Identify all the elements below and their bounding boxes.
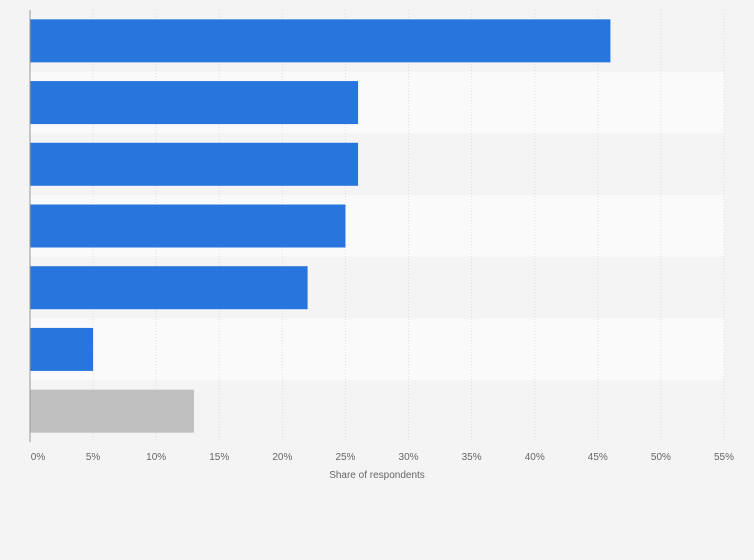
x-tick-label: 20% <box>272 452 292 463</box>
x-tick-label: 55% <box>714 452 734 463</box>
x-tick-label: 40% <box>525 452 545 463</box>
bar[interactable] <box>30 19 611 63</box>
bar[interactable] <box>30 266 308 310</box>
x-tick-label: 50% <box>651 452 671 463</box>
x-tick-label: 10% <box>146 452 166 463</box>
bar[interactable] <box>30 389 195 433</box>
x-tick-label: 25% <box>335 452 355 463</box>
x-tick-label: 30% <box>399 452 419 463</box>
bar[interactable] <box>30 327 94 371</box>
x-tick-label: 45% <box>588 452 608 463</box>
bar[interactable] <box>30 81 359 125</box>
x-tick-labels: 0% 5% 10% 15% 20% 25% 30% 35% 40% 45% 50% 55% <box>31 452 734 463</box>
x-tick-label: 35% <box>462 452 482 463</box>
bars <box>30 19 611 433</box>
x-tick-label: 5% <box>86 452 101 463</box>
x-tick-label: 0% <box>31 452 46 463</box>
bar[interactable] <box>30 142 359 186</box>
row-band <box>30 318 724 381</box>
x-tick-label: 15% <box>209 452 229 463</box>
x-axis-title: Share of respondents <box>329 470 425 481</box>
bar[interactable] <box>30 204 346 248</box>
